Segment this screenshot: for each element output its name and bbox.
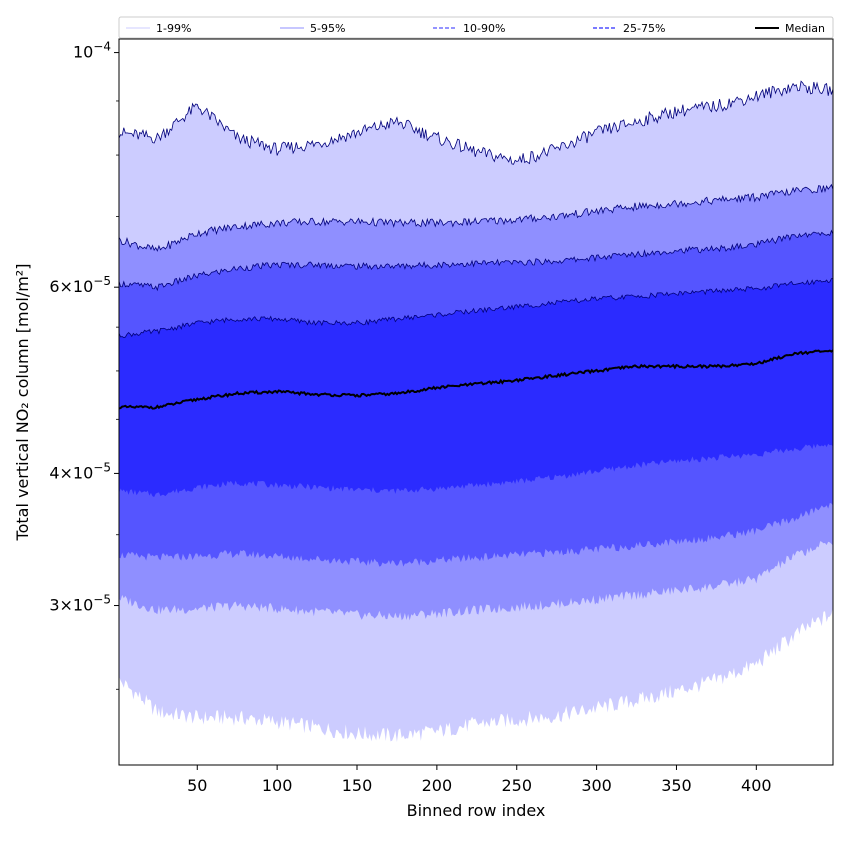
x-tick-label: 350 [661,776,692,795]
legend-label: 25-75% [623,22,665,35]
x-tick-label: 100 [262,776,293,795]
y-tick-label: 4×10−5 [49,460,111,482]
x-tick-label: 50 [187,776,207,795]
plot-frame [118,38,834,766]
bands-layer [118,80,834,743]
x-tick-label: 150 [342,776,373,795]
y-axis-label: Total vertical NO₂ column [mol/m²] [13,264,32,542]
band-upper-edge-1-99% [118,80,834,165]
legend-label: 10-90% [463,22,505,35]
legend-label: Median [785,22,825,35]
legend-label: 1-99% [156,22,191,35]
x-tick-label: 300 [581,776,612,795]
y-tick-label: 10−4 [73,40,111,62]
x-tick-label: 200 [422,776,453,795]
band-upper-edge-10-90% [118,229,834,292]
median-layer [118,349,834,410]
y-tick-label: 3×10−5 [49,593,111,615]
y-tick-label: 6×10−5 [49,274,111,296]
x-axis-label: Binned row index [407,801,546,820]
axes-layer: 50 100 150 200 250 300 350 400 10−4 6×10−5 4×10−5 3… [49,38,834,795]
legend-frame [118,16,834,39]
band-upper-edge-25-75% [118,278,834,338]
legend-label: 5-95% [310,22,345,35]
x-tick-label: 250 [501,776,532,795]
median-line [118,349,834,410]
band-25-75% [119,278,833,498]
x-tick-label: 400 [741,776,772,795]
band-upper-edge-5-95% [118,183,834,252]
legend: 1-99% 5-95% 10-90% 25-75% Median [118,16,834,39]
